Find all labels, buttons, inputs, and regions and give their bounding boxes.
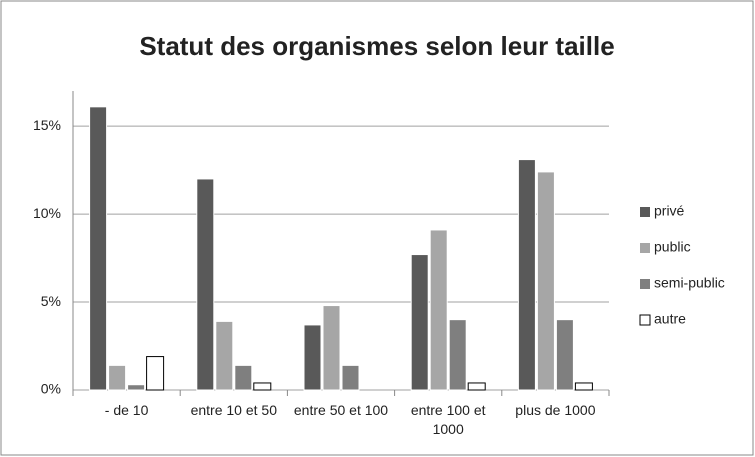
x-tick-label: entre 10 et 50 bbox=[190, 402, 277, 418]
legend-swatch bbox=[640, 207, 650, 217]
legend-swatch bbox=[640, 279, 650, 289]
bar bbox=[429, 229, 448, 391]
bar bbox=[410, 254, 429, 391]
bar bbox=[89, 106, 108, 391]
bar bbox=[555, 319, 574, 391]
y-tick-label: 0% bbox=[41, 381, 61, 397]
bar bbox=[536, 171, 555, 391]
y-tick-label: 15% bbox=[33, 117, 61, 133]
bar bbox=[322, 305, 341, 391]
bar bbox=[448, 319, 467, 391]
bar bbox=[215, 320, 234, 391]
bar bbox=[196, 178, 215, 391]
legend-label: public bbox=[654, 239, 691, 255]
legend-label: semi-public bbox=[654, 275, 725, 291]
legend-label: autre bbox=[654, 311, 686, 327]
bar bbox=[234, 364, 253, 391]
bar bbox=[303, 324, 322, 391]
legend-label: privé bbox=[654, 203, 685, 219]
x-tick-label: - de 10 bbox=[104, 402, 149, 418]
legend-swatch bbox=[640, 243, 650, 253]
bar bbox=[341, 364, 360, 391]
x-tick-label: entre 100 et 1000 bbox=[410, 402, 486, 437]
bar bbox=[108, 364, 127, 391]
bar bbox=[146, 356, 165, 391]
bar bbox=[253, 382, 272, 391]
chart-title: Statut des organismes selon leur taille bbox=[139, 31, 614, 61]
bar bbox=[517, 159, 536, 391]
bar bbox=[127, 384, 146, 391]
x-tick-label: plus de 1000 bbox=[515, 402, 596, 418]
legend-swatch bbox=[639, 314, 651, 326]
x-tick-label: entre 50 et 100 bbox=[293, 402, 389, 418]
bar bbox=[574, 382, 593, 391]
y-tick-label: 10% bbox=[33, 205, 61, 221]
y-tick-label: 5% bbox=[41, 293, 61, 309]
bar bbox=[467, 382, 486, 391]
